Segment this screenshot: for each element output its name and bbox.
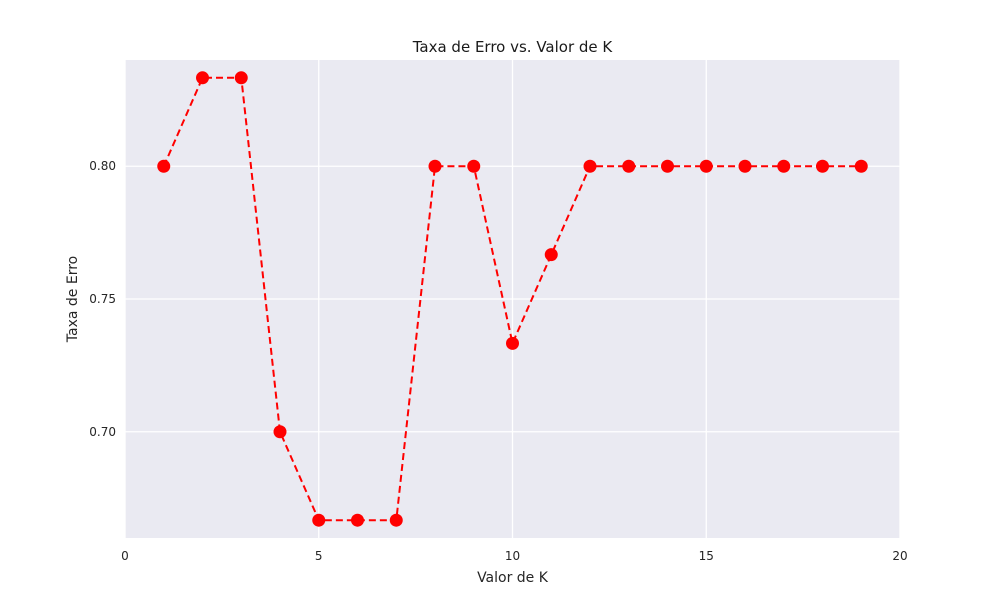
x-tick-label: 20 [892, 549, 907, 563]
data-point [583, 159, 597, 173]
data-point [351, 513, 364, 527]
y-tick-label: 0.80 [89, 159, 116, 173]
data-point [467, 159, 481, 173]
x-tick-label: 10 [505, 549, 520, 563]
data-point [196, 71, 209, 85]
y-tick-labels: 0.70 0.75 0.80 [89, 159, 116, 439]
grid-lines [124, 60, 901, 538]
x-axis-label: Valor de K [477, 570, 549, 586]
chart-title: Taxa de Erro vs. Valor de K [412, 38, 614, 56]
data-point [312, 513, 326, 527]
data-point [428, 159, 442, 173]
data-point [661, 159, 674, 173]
data-point [738, 159, 752, 173]
series-layer [157, 71, 868, 527]
x-tick-label: 0 [121, 549, 129, 563]
data-point [273, 425, 287, 439]
y-tick-label: 0.75 [89, 292, 116, 306]
data-point [777, 159, 791, 173]
y-axis-label: Taxa de Erro [65, 256, 81, 343]
data-point [699, 159, 713, 173]
x-tick-label: 5 [315, 549, 323, 563]
data-point [544, 248, 558, 262]
data-point [157, 159, 171, 173]
data-point [622, 159, 636, 173]
x-tick-labels: 0 5 10 15 20 [121, 549, 907, 563]
data-point [854, 159, 868, 173]
data-point [389, 513, 403, 527]
data-point [506, 336, 519, 350]
x-tick-label: 15 [699, 549, 714, 563]
data-point [234, 71, 248, 85]
y-tick-label: 0.70 [89, 425, 116, 439]
data-point [816, 159, 829, 173]
